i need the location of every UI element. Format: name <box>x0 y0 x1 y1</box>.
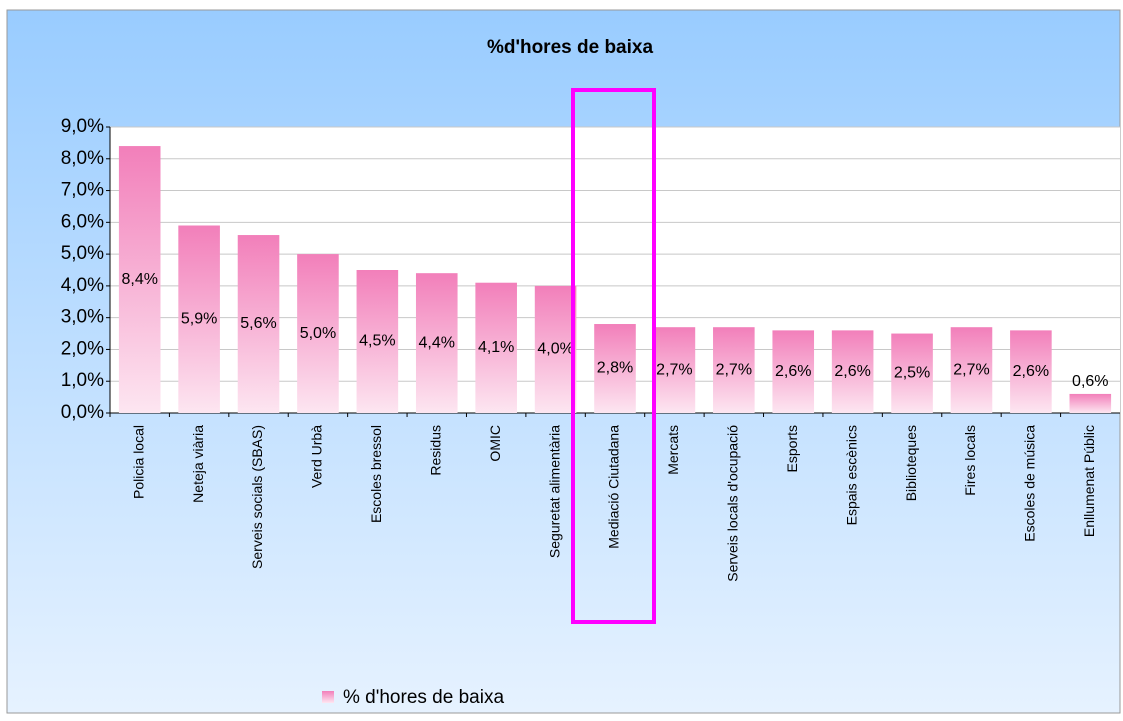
bar <box>297 254 339 413</box>
y-tick-label: 6,0% <box>61 211 104 232</box>
value-label: 8,4% <box>121 271 157 288</box>
highlight-box <box>571 88 656 624</box>
y-tick-label: 9,0% <box>61 116 104 137</box>
bar <box>594 324 636 413</box>
x-tick-label: Biblioteques <box>903 425 919 501</box>
y-tick-label: 7,0% <box>61 180 104 201</box>
bar <box>772 330 815 413</box>
y-tick-label: 3,0% <box>61 307 104 328</box>
value-label: 4,1% <box>478 339 514 356</box>
legend-label: % d'hores de baixa <box>343 687 504 708</box>
value-label: 4,5% <box>359 333 395 350</box>
x-tick-label: Escoles de música <box>1022 425 1038 542</box>
value-label: 2,6% <box>834 363 870 380</box>
value-label: 4,0% <box>537 341 573 358</box>
x-tick-label: Policia local <box>130 425 146 499</box>
value-label: 5,9% <box>181 310 217 327</box>
value-label: 5,6% <box>240 315 276 332</box>
bar <box>713 327 755 413</box>
bar <box>534 285 577 413</box>
bar <box>891 333 933 413</box>
y-tick-label: 0,0% <box>61 402 104 423</box>
x-tick-label: Enllumenat Públic <box>1081 425 1097 537</box>
bar <box>415 273 458 413</box>
bar <box>118 146 161 414</box>
x-tick-label: Residus <box>427 425 443 476</box>
bar <box>237 235 280 413</box>
x-tick-label: Verd Urbà <box>309 425 325 488</box>
value-label: 2,7% <box>716 361 752 378</box>
bar <box>831 330 874 413</box>
y-tick-label: 8,0% <box>61 148 104 169</box>
value-label: 2,6% <box>775 363 811 380</box>
x-tick-label: Serveis locals d'ocupació <box>725 425 741 582</box>
y-tick-label: 2,0% <box>61 338 104 359</box>
x-tick-label: Seguretat alimentària <box>546 425 562 558</box>
x-tick-label: Espais escènics <box>843 425 859 525</box>
x-tick-label: Mediació Ciutadana <box>606 425 622 549</box>
bar <box>178 225 220 413</box>
x-tick-label: Serveis socials (SBAS) <box>249 425 265 569</box>
chart-title: %d'hores de baixa <box>487 37 654 58</box>
value-label: 2,8% <box>597 360 633 377</box>
x-tick-label: Mercats <box>665 425 681 475</box>
value-label: 0,6% <box>1072 373 1108 390</box>
y-tick-label: 5,0% <box>61 243 104 264</box>
x-tick-label: Neteja viària <box>190 425 206 503</box>
value-label: 4,4% <box>419 334 455 351</box>
value-label: 5,0% <box>300 325 336 342</box>
y-tick-label: 1,0% <box>61 370 104 391</box>
x-tick-label: Esports <box>784 425 800 472</box>
bar <box>1069 393 1112 413</box>
bar <box>653 327 696 413</box>
value-label: 2,5% <box>894 364 930 381</box>
bar <box>1010 330 1052 413</box>
legend-swatch <box>322 691 334 703</box>
value-label: 2,7% <box>953 361 989 378</box>
value-label: 2,6% <box>1013 363 1049 380</box>
x-tick-label: Fires locals <box>962 425 978 496</box>
bar <box>950 327 993 413</box>
value-label: 2,7% <box>656 361 692 378</box>
bar <box>475 282 517 413</box>
bar <box>356 270 399 413</box>
x-tick-label: OMIC <box>487 425 503 462</box>
x-tick-label: Escoles bressol <box>368 425 384 523</box>
y-tick-label: 4,0% <box>61 275 104 296</box>
